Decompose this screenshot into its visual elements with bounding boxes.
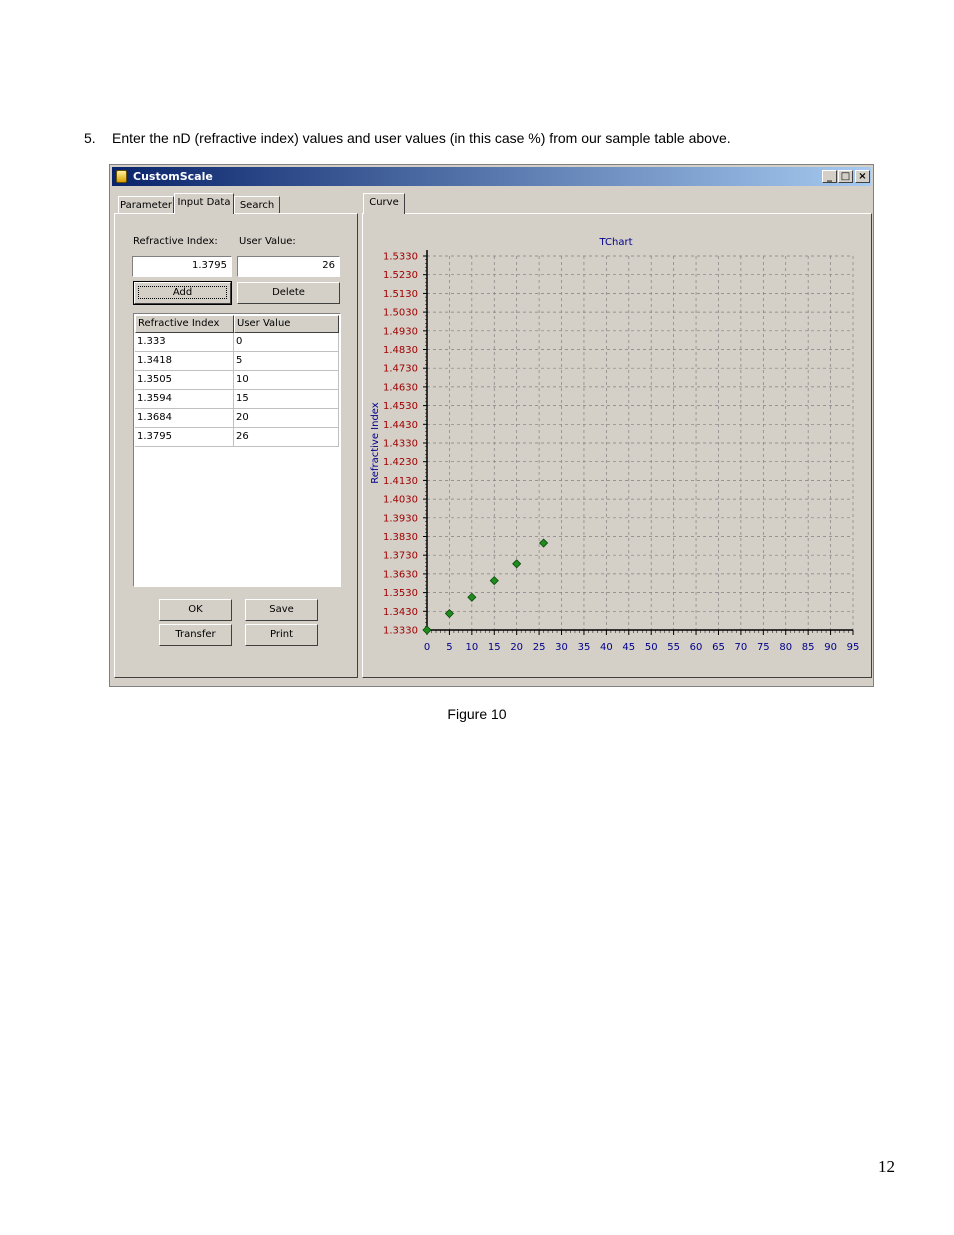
y-ticks: 1.5330 1.5230 1.5130 1.5030 1.4930 1.4830 1.47… bbox=[383, 252, 418, 637]
title-bar[interactable]: CustomScale _ □ × bbox=[112, 167, 871, 186]
y-tick-label: 1.3330 bbox=[383, 626, 418, 637]
x-tick-label: 35 bbox=[578, 642, 591, 653]
tab-search[interactable]: Search bbox=[234, 196, 280, 214]
y-tick-label: 1.4830 bbox=[383, 345, 418, 356]
data-point bbox=[422, 625, 432, 635]
x-tick-label: 0 bbox=[424, 642, 430, 653]
x-tick-label: 80 bbox=[779, 642, 792, 653]
header-refractive-index[interactable]: Refractive Index bbox=[135, 315, 234, 333]
tab-curve[interactable]: Curve bbox=[363, 193, 405, 214]
figure-caption: Figure 10 bbox=[447, 706, 507, 722]
x-tick-label: 95 bbox=[847, 642, 860, 653]
curve-panel: TChart Refractive Index 1.5330 1.5230 1.51… bbox=[362, 213, 872, 678]
x-tick-label: 65 bbox=[712, 642, 725, 653]
chart-grid bbox=[426, 255, 854, 631]
refractive-index-input[interactable]: 1.3795 bbox=[132, 256, 232, 277]
table-cell[interactable]: 1.333 bbox=[135, 333, 234, 352]
transfer-button[interactable]: Transfer bbox=[159, 624, 232, 646]
y-tick-label: 1.3530 bbox=[383, 588, 418, 599]
page-number: 12 bbox=[878, 1157, 895, 1176]
step-number: 5. bbox=[84, 130, 96, 146]
data-point bbox=[512, 559, 522, 569]
chart-title: TChart bbox=[598, 237, 632, 248]
y-tick-label: 1.5030 bbox=[383, 308, 418, 319]
step-instruction: 5. Enter the nD (refractive index) values… bbox=[84, 130, 731, 146]
table-cell[interactable]: 0 bbox=[234, 333, 339, 352]
x-tick-label: 10 bbox=[465, 642, 478, 653]
table-cell[interactable]: 5 bbox=[234, 352, 339, 371]
close-button[interactable]: × bbox=[855, 170, 870, 183]
add-button-label: Add bbox=[137, 286, 228, 299]
values-grid[interactable]: Refractive Index User Value 1.333 0 1.34… bbox=[133, 313, 341, 587]
x-tick-label: 45 bbox=[622, 642, 635, 653]
x-tick-label: 40 bbox=[600, 642, 613, 653]
x-ticks: 0 5 10 15 20 25 30 35 40 45 50 55 60 65 70 75 80 85 90 95 bbox=[424, 642, 860, 653]
delete-button[interactable]: Delete bbox=[237, 282, 340, 304]
y-tick-label: 1.4030 bbox=[383, 495, 418, 506]
save-button[interactable]: Save bbox=[245, 599, 318, 621]
table-cell[interactable]: 1.3418 bbox=[135, 352, 234, 371]
y-axis-label: Refractive Index bbox=[370, 402, 381, 483]
x-tick-label: 5 bbox=[446, 642, 452, 653]
x-tick-label: 55 bbox=[667, 642, 680, 653]
y-tick-label: 1.3830 bbox=[383, 532, 418, 543]
x-tick-label: 50 bbox=[645, 642, 658, 653]
input-data-panel: Refractive Index: User Value: 1.3795 26 … bbox=[114, 213, 358, 678]
y-tick-label: 1.4930 bbox=[383, 326, 418, 337]
x-tick-label: 20 bbox=[510, 642, 523, 653]
tchart[interactable]: TChart Refractive Index 1.5330 1.5230 1.51… bbox=[364, 215, 870, 676]
maximize-button[interactable]: □ bbox=[838, 170, 853, 183]
window-title: CustomScale bbox=[133, 170, 213, 183]
y-tick-label: 1.3730 bbox=[383, 551, 418, 562]
user-value-input[interactable]: 26 bbox=[237, 256, 340, 277]
y-tick-label: 1.5130 bbox=[383, 289, 418, 300]
x-tick-label: 70 bbox=[735, 642, 748, 653]
data-point bbox=[489, 576, 499, 586]
y-tick-label: 1.3630 bbox=[383, 569, 418, 580]
chart-axes bbox=[423, 250, 854, 635]
print-button[interactable]: Print bbox=[245, 624, 318, 646]
y-tick-label: 1.4630 bbox=[383, 382, 418, 393]
table-cell[interactable]: 1.3594 bbox=[135, 390, 234, 409]
table-cell[interactable]: 1.3795 bbox=[135, 428, 234, 447]
y-tick-label: 1.4230 bbox=[383, 457, 418, 468]
customscale-window: CustomScale _ □ × Parameter Input Data S… bbox=[109, 164, 874, 687]
step-text: Enter the nD (refractive index) values a… bbox=[112, 130, 731, 146]
tab-parameter[interactable]: Parameter bbox=[118, 196, 174, 214]
y-tick-label: 1.5330 bbox=[383, 252, 418, 263]
table-cell[interactable]: 10 bbox=[234, 371, 339, 390]
y-tick-label: 1.4330 bbox=[383, 439, 418, 450]
y-tick-label: 1.4730 bbox=[383, 364, 418, 375]
app-icon bbox=[116, 170, 127, 183]
table-cell[interactable]: 26 bbox=[234, 428, 339, 447]
tab-input-data[interactable]: Input Data bbox=[174, 193, 234, 214]
data-point bbox=[539, 538, 549, 548]
x-tick-label: 60 bbox=[690, 642, 703, 653]
x-tick-label: 85 bbox=[802, 642, 815, 653]
x-tick-label: 25 bbox=[533, 642, 546, 653]
y-tick-label: 1.4530 bbox=[383, 401, 418, 412]
ok-button[interactable]: OK bbox=[159, 599, 232, 621]
table-cell[interactable]: 15 bbox=[234, 390, 339, 409]
x-tick-label: 75 bbox=[757, 642, 770, 653]
x-tick-label: 30 bbox=[555, 642, 568, 653]
x-tick-label: 15 bbox=[488, 642, 501, 653]
y-tick-label: 1.3930 bbox=[383, 513, 418, 524]
table-cell[interactable]: 20 bbox=[234, 409, 339, 428]
data-points bbox=[422, 538, 549, 635]
table-cell[interactable]: 1.3684 bbox=[135, 409, 234, 428]
x-tick-label: 90 bbox=[824, 642, 837, 653]
y-tick-label: 1.3430 bbox=[383, 607, 418, 618]
data-point bbox=[444, 608, 454, 619]
refractive-index-label: Refractive Index: bbox=[133, 236, 218, 247]
user-value-label: User Value: bbox=[239, 236, 296, 247]
header-user-value[interactable]: User Value bbox=[234, 315, 339, 333]
y-tick-label: 1.4130 bbox=[383, 476, 418, 487]
data-point bbox=[467, 592, 477, 602]
y-tick-label: 1.5230 bbox=[383, 270, 418, 281]
add-button[interactable]: Add bbox=[133, 281, 232, 305]
table-cell[interactable]: 1.3505 bbox=[135, 371, 234, 390]
minimize-button[interactable]: _ bbox=[822, 170, 837, 183]
y-tick-label: 1.4430 bbox=[383, 420, 418, 431]
